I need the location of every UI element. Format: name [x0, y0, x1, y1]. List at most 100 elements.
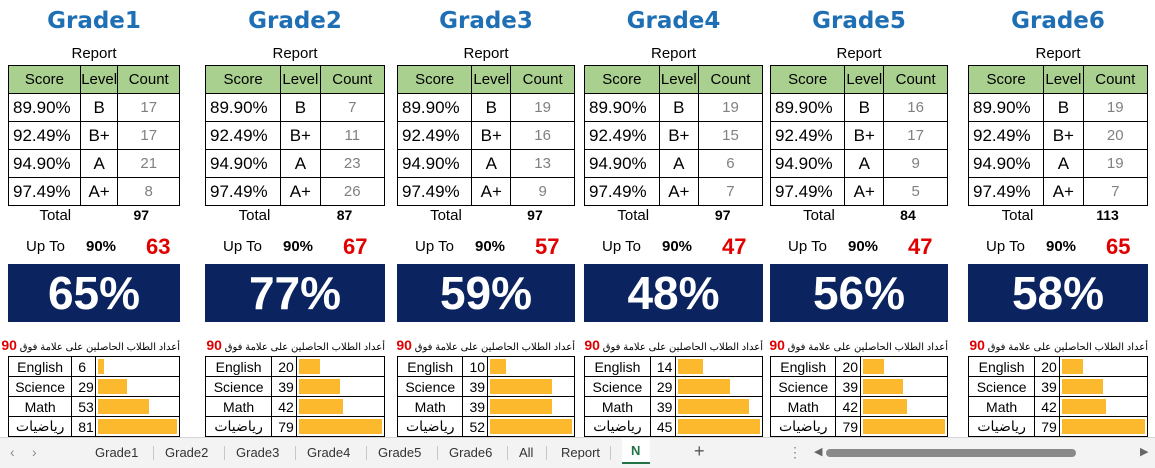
count-cell[interactable]: 16: [510, 121, 575, 150]
count-cell[interactable]: 6: [697, 149, 764, 178]
score-cell[interactable]: 89.90%: [204, 93, 282, 122]
level-cell[interactable]: A: [658, 149, 699, 178]
subject-name[interactable]: Science: [204, 376, 273, 397]
score-cell[interactable]: 97.49%: [769, 177, 846, 206]
score-cell[interactable]: 94.90%: [204, 149, 282, 178]
subject-name[interactable]: Math: [584, 396, 651, 417]
upto-count[interactable]: 47: [722, 234, 747, 259]
subject-bar-cell[interactable]: [1059, 356, 1148, 377]
subject-count[interactable]: 53: [71, 396, 97, 417]
score-cell[interactable]: 94.90%: [967, 149, 1045, 178]
subject-name[interactable]: Math: [769, 396, 837, 417]
level-cell[interactable]: B: [1043, 93, 1084, 122]
score-cell[interactable]: 92.49%: [584, 121, 660, 150]
count-cell[interactable]: 8: [117, 177, 180, 206]
level-header[interactable]: Level: [79, 65, 119, 94]
tab-grade3[interactable]: Grade3: [236, 445, 280, 460]
subject-name[interactable]: رياضيات: [7, 416, 73, 437]
level-cell[interactable]: A+: [1043, 177, 1084, 206]
subject-bar-cell[interactable]: [296, 376, 385, 397]
score-header[interactable]: Score: [396, 65, 473, 94]
level-cell[interactable]: B+: [79, 121, 119, 150]
level-cell[interactable]: B+: [280, 121, 321, 150]
count-header[interactable]: Count: [117, 65, 180, 94]
score-cell[interactable]: 97.49%: [8, 177, 81, 206]
scroll-right-icon[interactable]: ▶: [1140, 446, 1149, 458]
subject-count[interactable]: 39: [462, 396, 489, 417]
subject-count[interactable]: 52: [462, 416, 489, 437]
total-value[interactable]: 97: [527, 207, 543, 223]
level-header[interactable]: Level: [471, 65, 512, 94]
more-options-icon[interactable]: ⋮: [788, 444, 802, 460]
count-cell[interactable]: 26: [319, 177, 386, 206]
score-cell[interactable]: 89.90%: [396, 93, 473, 122]
upto-count[interactable]: 65: [1106, 234, 1131, 259]
scroll-left-icon[interactable]: ◀: [814, 446, 823, 458]
subject-bar-cell[interactable]: [487, 376, 575, 397]
subject-count[interactable]: 10: [462, 356, 489, 377]
add-sheet-button[interactable]: +: [694, 441, 705, 461]
subject-bar-cell[interactable]: [674, 356, 764, 377]
subject-name[interactable]: English: [396, 356, 464, 377]
count-cell[interactable]: 16: [883, 93, 948, 122]
level-cell[interactable]: B: [471, 93, 512, 122]
level-cell[interactable]: A: [79, 149, 119, 178]
subject-name[interactable]: Science: [584, 376, 651, 397]
subject-count[interactable]: 42: [271, 396, 298, 417]
percentage-box[interactable]: 77%: [205, 264, 385, 322]
subject-count[interactable]: 6: [71, 356, 97, 377]
percentage-box[interactable]: 58%: [968, 264, 1148, 322]
subject-name[interactable]: English: [584, 356, 651, 377]
level-cell[interactable]: A: [471, 149, 512, 178]
subject-count[interactable]: 42: [1034, 396, 1061, 417]
score-header[interactable]: Score: [8, 65, 81, 94]
subject-bar-cell[interactable]: [674, 376, 764, 397]
level-cell[interactable]: B: [658, 93, 699, 122]
count-cell[interactable]: 15: [697, 121, 764, 150]
tab-grade4[interactable]: Grade4: [307, 445, 351, 460]
subject-count[interactable]: 29: [71, 376, 97, 397]
subject-bar-cell[interactable]: [95, 416, 180, 437]
subject-count[interactable]: 20: [1034, 356, 1061, 377]
subject-bar-cell[interactable]: [674, 396, 764, 417]
tab-report[interactable]: Report: [561, 445, 601, 460]
score-cell[interactable]: 97.49%: [584, 177, 660, 206]
level-cell[interactable]: A: [844, 149, 885, 178]
subject-count[interactable]: 29: [649, 376, 676, 397]
count-cell[interactable]: 7: [319, 93, 386, 122]
count-cell[interactable]: 11: [319, 121, 386, 150]
level-cell[interactable]: B: [79, 93, 119, 122]
subject-bar-cell[interactable]: [296, 396, 385, 417]
count-cell[interactable]: 13: [510, 149, 575, 178]
subject-bar-cell[interactable]: [95, 356, 180, 377]
score-cell[interactable]: 94.90%: [584, 149, 660, 178]
count-cell[interactable]: 7: [1082, 177, 1149, 206]
count-header[interactable]: Count: [883, 65, 948, 94]
subject-bar-cell[interactable]: [95, 376, 180, 397]
subject-name[interactable]: رياضيات: [204, 416, 273, 437]
subject-count[interactable]: 39: [462, 376, 489, 397]
subject-count[interactable]: 79: [835, 416, 862, 437]
subject-name[interactable]: رياضيات: [584, 416, 651, 437]
tab-grade1[interactable]: Grade1: [95, 445, 139, 460]
count-cell[interactable]: 21: [117, 149, 180, 178]
subject-name[interactable]: English: [769, 356, 837, 377]
score-header[interactable]: Score: [584, 65, 660, 94]
score-cell[interactable]: 94.90%: [769, 149, 846, 178]
subject-name[interactable]: رياضيات: [769, 416, 837, 437]
subject-count[interactable]: 20: [271, 356, 298, 377]
subject-name[interactable]: English: [967, 356, 1036, 377]
subject-name[interactable]: English: [7, 356, 73, 377]
subject-bar-cell[interactable]: [1059, 416, 1148, 437]
count-header[interactable]: Count: [319, 65, 386, 94]
score-cell[interactable]: 92.49%: [967, 121, 1045, 150]
level-header[interactable]: Level: [1043, 65, 1084, 94]
subject-name[interactable]: Math: [967, 396, 1036, 417]
level-cell[interactable]: A: [1043, 149, 1084, 178]
subject-count[interactable]: 79: [1034, 416, 1061, 437]
subject-bar-cell[interactable]: [860, 356, 948, 377]
count-cell[interactable]: 7: [697, 177, 764, 206]
level-cell[interactable]: A+: [844, 177, 885, 206]
subject-bar-cell[interactable]: [487, 416, 575, 437]
count-cell[interactable]: 23: [319, 149, 386, 178]
